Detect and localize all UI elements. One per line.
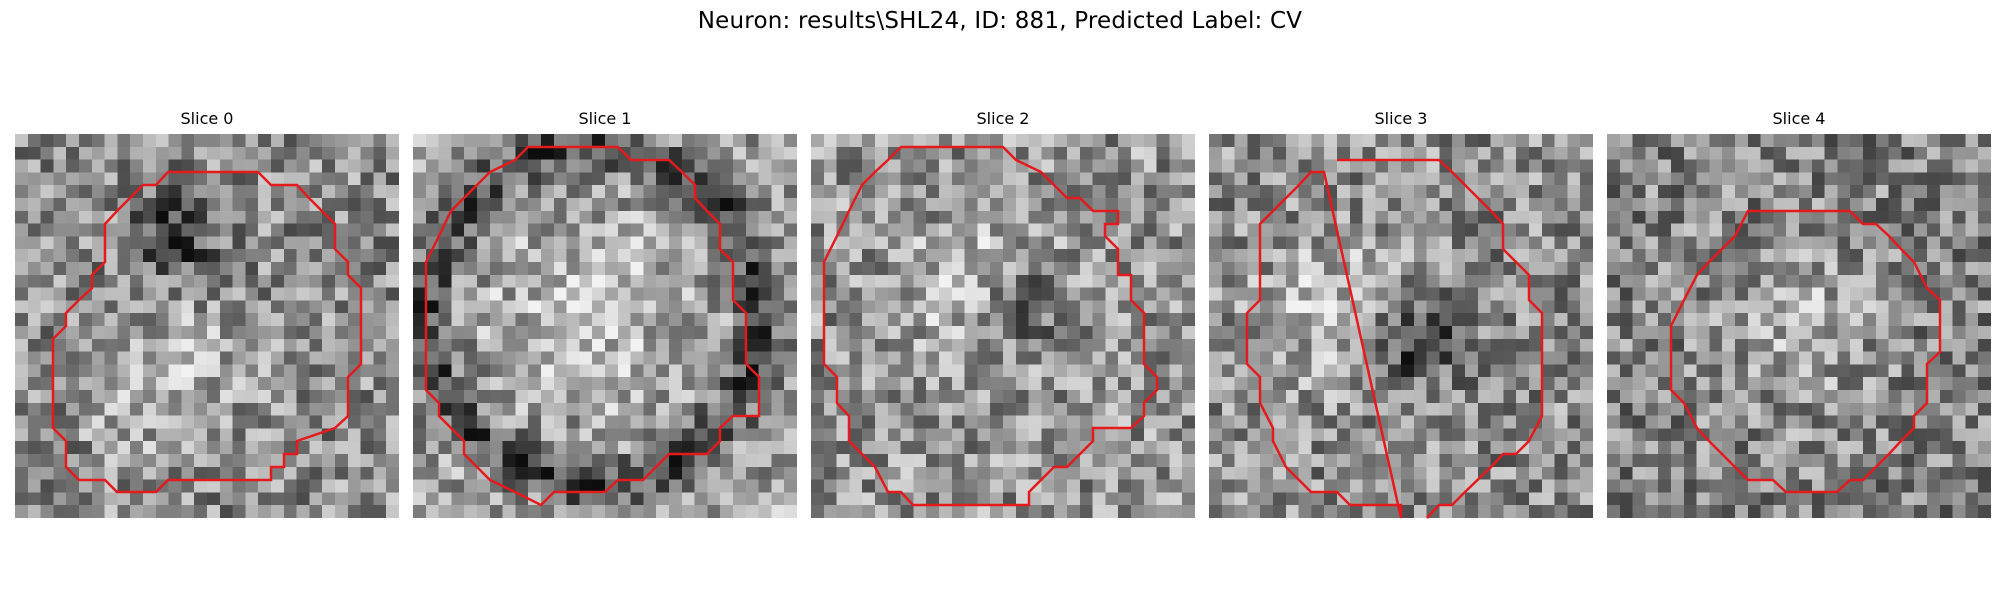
slice-panel: Slice 1	[413, 108, 797, 518]
figure-title: Neuron: results\SHL24, ID: 881, Predicte…	[697, 8, 1303, 34]
cell-contour	[822, 145, 1159, 507]
cell-contour	[51, 170, 363, 494]
cell-contour	[1669, 209, 1942, 494]
slice-panel: Slice 3	[1209, 108, 1593, 519]
slice-panel: Slice 2	[811, 108, 1195, 518]
slice-panel: Slice 4	[1607, 108, 1991, 518]
slice-title: Slice 3	[1374, 109, 1428, 128]
slice-panel: Slice 0	[15, 108, 399, 518]
slice-image	[811, 134, 1195, 518]
cell-contour	[1245, 158, 1544, 519]
slice-title: Slice 2	[976, 109, 1030, 128]
slice-title: Slice 1	[578, 109, 632, 128]
slice-title: Slice 4	[1772, 109, 1826, 128]
slice-title: Slice 0	[180, 109, 234, 128]
slice-image	[15, 134, 399, 518]
cell-contour	[424, 145, 761, 507]
slice-image	[413, 134, 797, 518]
slice-image	[1209, 134, 1593, 518]
